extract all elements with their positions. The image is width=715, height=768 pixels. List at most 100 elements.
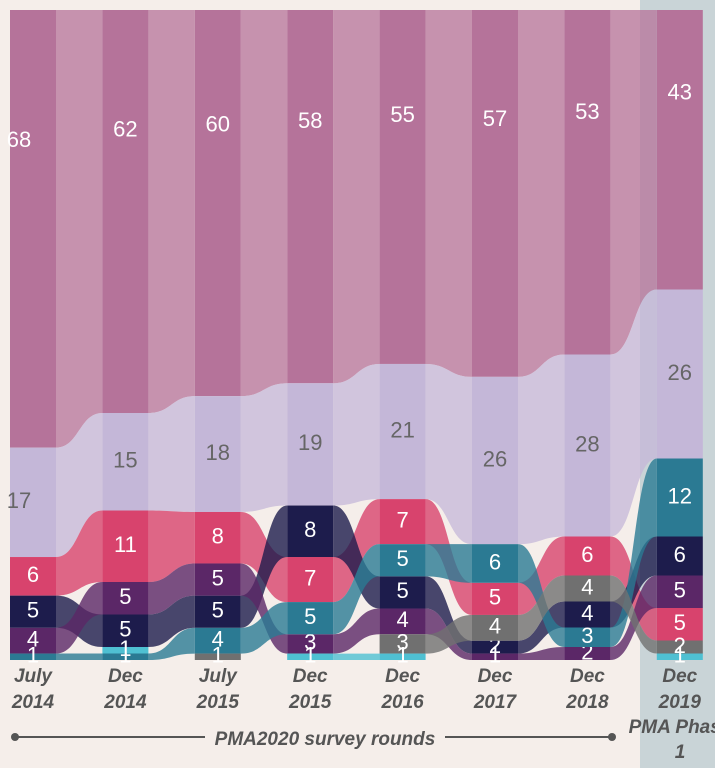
x-tick-label: Dec 2016 xyxy=(380,666,424,713)
segment xyxy=(564,575,611,602)
annotation: PMA Phase1 xyxy=(629,717,715,763)
segment xyxy=(379,634,426,654)
flow xyxy=(333,10,380,384)
flow xyxy=(148,510,195,582)
flow xyxy=(610,575,657,654)
segment xyxy=(656,10,703,290)
segment-label: 2 xyxy=(674,633,686,658)
segment-label: 1 xyxy=(304,643,316,668)
flow xyxy=(425,614,472,654)
segment-label: 1 xyxy=(674,643,686,668)
segment-label: 8 xyxy=(304,517,316,542)
flow xyxy=(518,10,565,377)
segment-label: 5 xyxy=(212,598,224,623)
segment xyxy=(472,614,518,641)
segment xyxy=(379,544,426,577)
flow xyxy=(518,601,565,654)
segment-label: 6 xyxy=(674,542,686,567)
flow xyxy=(240,602,288,654)
segment-label: 7 xyxy=(304,565,316,590)
segment xyxy=(10,557,56,596)
segment-label: 5 xyxy=(304,604,316,629)
segment-label: 1 xyxy=(489,643,501,668)
segment xyxy=(472,376,518,545)
flow xyxy=(333,653,380,660)
segment xyxy=(194,595,241,628)
segment-label: 21 xyxy=(390,417,414,442)
segment xyxy=(287,557,334,603)
x-tick-label: Dec 2015 xyxy=(288,666,332,713)
segment-label: 4 xyxy=(489,614,501,639)
segment xyxy=(102,10,149,413)
flows xyxy=(56,10,657,660)
segment-label: 4 xyxy=(396,607,408,632)
flow xyxy=(56,10,103,448)
segment xyxy=(287,653,334,660)
segment xyxy=(194,563,241,596)
segment-label: 5 xyxy=(674,610,686,635)
segment xyxy=(379,576,426,609)
segment xyxy=(379,608,426,635)
segment-label: 60 xyxy=(206,112,230,137)
segment xyxy=(10,10,56,448)
segment-label: 53 xyxy=(575,99,599,124)
x-tick-label: July 2014 xyxy=(11,666,55,713)
segment-label: 6 xyxy=(489,549,501,574)
segment-label: 28 xyxy=(575,431,599,456)
segment-label: 15 xyxy=(113,448,137,473)
segment-label: 5 xyxy=(396,546,408,571)
segment xyxy=(564,647,611,660)
segment xyxy=(472,544,518,583)
segment xyxy=(472,10,518,377)
segment xyxy=(194,10,241,397)
x-tick-label: Dec 2019 xyxy=(658,666,702,713)
axis-dot xyxy=(608,733,616,741)
flow xyxy=(148,396,195,512)
segment xyxy=(10,627,56,654)
segment xyxy=(656,608,703,641)
segment-label: 26 xyxy=(668,360,692,385)
segment-label: 4 xyxy=(27,627,39,652)
flow xyxy=(240,10,288,397)
flow xyxy=(610,289,657,537)
segment xyxy=(656,289,703,459)
segment xyxy=(194,511,241,564)
segment xyxy=(472,582,518,615)
segment-label: 5 xyxy=(27,598,39,623)
flow xyxy=(425,544,472,583)
segment xyxy=(194,396,241,512)
segment-label: 1 xyxy=(119,636,131,661)
segment-label: 5 xyxy=(674,578,686,603)
flow xyxy=(333,505,380,609)
segment-label: 6 xyxy=(581,542,593,567)
segment xyxy=(656,575,703,608)
axis-label-bg xyxy=(205,722,445,752)
segment-label: 1 xyxy=(27,643,39,668)
segment-label: 58 xyxy=(298,108,322,133)
segment-label: 8 xyxy=(212,524,224,549)
x-tick-label: Dec 2014 xyxy=(103,666,147,713)
segment xyxy=(194,627,241,654)
segment xyxy=(10,653,56,660)
flow xyxy=(333,363,380,506)
segment xyxy=(287,602,334,635)
x-tick-label: Dec 2018 xyxy=(565,666,609,713)
segment-label: 55 xyxy=(390,102,414,127)
segment-label: 4 xyxy=(581,600,593,625)
segment xyxy=(564,354,611,537)
segment-label: 3 xyxy=(304,630,316,655)
segment xyxy=(102,510,149,582)
segment-label: 5 xyxy=(119,584,131,609)
segment-label: 5 xyxy=(489,585,501,610)
segment xyxy=(379,653,426,660)
flow xyxy=(148,563,195,615)
flow xyxy=(518,647,565,660)
segment xyxy=(656,458,703,537)
segment xyxy=(379,10,426,364)
flow xyxy=(148,627,195,660)
segment xyxy=(102,614,149,647)
segment-label: 6 xyxy=(27,562,39,587)
segment xyxy=(379,363,426,500)
segment-label: 68 xyxy=(7,127,31,152)
